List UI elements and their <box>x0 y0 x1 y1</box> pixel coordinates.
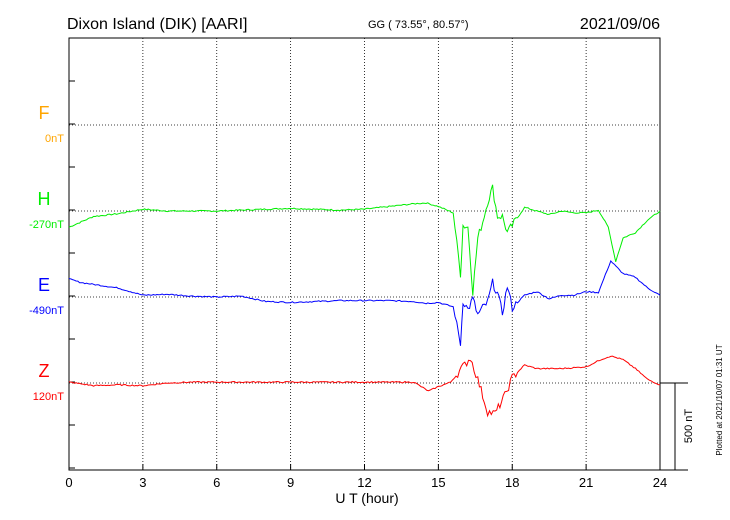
date: 2021/09/06 <box>580 16 660 33</box>
scale-bar: 500 nT <box>660 382 695 471</box>
series-line-H <box>68 184 661 296</box>
x-tick-label: 15 <box>431 475 445 490</box>
x-tick-label: 6 <box>213 475 220 490</box>
series-baseline-H: -270nT <box>29 219 64 231</box>
series-line-Z <box>68 355 661 418</box>
series-line-E <box>68 260 661 346</box>
grid <box>68 38 661 470</box>
x-axis-label: U T (hour) <box>335 490 398 506</box>
x-tick-label: 12 <box>357 475 371 490</box>
scale-bar-label: 500 nT <box>683 409 695 444</box>
plot-frame <box>68 37 661 471</box>
series-name-H: H <box>38 189 51 209</box>
x-tick-label: 21 <box>579 475 593 490</box>
series-name-E: E <box>38 275 50 295</box>
x-tick-label: 3 <box>139 475 146 490</box>
plotted-timestamp: Plotted at 2021/10/07 01:31 UT <box>715 344 724 455</box>
x-tick-label: 18 <box>505 475 519 490</box>
x-tick-label: 24 <box>653 475 667 490</box>
x-tick-label: 9 <box>287 475 294 490</box>
station-title: Dixon Island (DIK) [AARI] <box>67 16 248 33</box>
series-baseline-Z: 120nT <box>33 391 64 403</box>
series-baseline-E: -490nT <box>29 305 64 317</box>
series-labels: F 0nT H -270nT E -490nT Z 120nT <box>29 103 64 403</box>
series-name-F: F <box>39 103 50 123</box>
x-tick-labels: 0 3 6 9 12 15 18 21 24 <box>65 475 667 490</box>
series-lines <box>68 184 661 418</box>
series-baseline-F: 0nT <box>45 133 64 145</box>
x-tick-label: 0 <box>65 475 72 490</box>
coordinates: GG ( 73.55°, 80.57°) <box>368 19 469 31</box>
series-name-Z: Z <box>39 361 50 381</box>
